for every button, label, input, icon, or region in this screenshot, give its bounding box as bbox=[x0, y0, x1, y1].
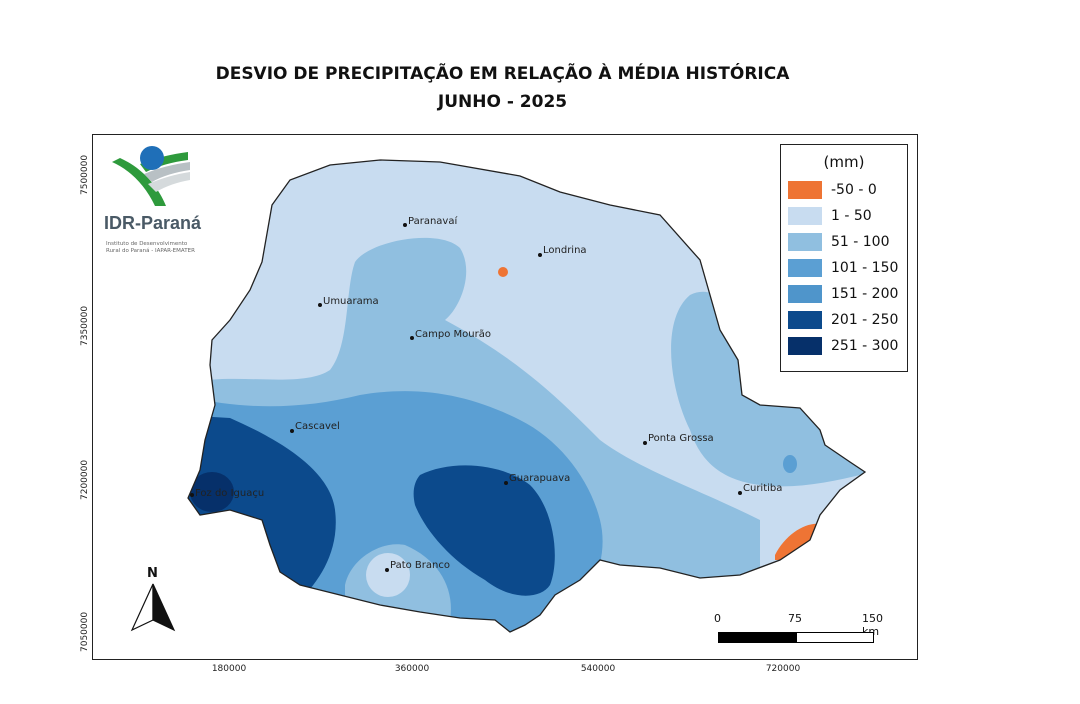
idr-parana-logo: IDR-Paraná Instituto de Desenvolvimento … bbox=[100, 140, 210, 265]
city-label: Foz do Iguaçu bbox=[195, 488, 264, 499]
city-guarapuava: Guarapuava bbox=[504, 473, 570, 485]
zone-1-50-pato-branco bbox=[366, 553, 410, 597]
city-label: Guarapuava bbox=[509, 473, 570, 484]
north-arrow-icon bbox=[130, 583, 176, 632]
legend-item: 201 - 250 bbox=[781, 307, 907, 333]
idr-logo-icon bbox=[112, 146, 190, 206]
city-label: Londrina bbox=[543, 245, 587, 256]
zone-101-150-east-spot bbox=[783, 455, 797, 473]
legend-item: 101 - 150 bbox=[781, 255, 907, 281]
legend-swatch bbox=[788, 207, 822, 225]
city-foz-do-iguacu: Foz do Iguaçu bbox=[190, 488, 264, 499]
logo-subtitle-line: Instituto de Desenvolvimento bbox=[106, 241, 188, 247]
state-boundary bbox=[187, 159, 867, 633]
legend-label: 151 - 200 bbox=[831, 286, 899, 302]
logo-subtitle-line: Rural do Paraná - IAPAR-EMATER bbox=[106, 248, 195, 254]
scale-label: 75 bbox=[788, 612, 802, 625]
legend-title: (mm) bbox=[823, 153, 865, 171]
north-arrow: N bbox=[128, 566, 178, 636]
legend-item: 251 - 300 bbox=[781, 333, 907, 359]
legend-swatch bbox=[788, 337, 822, 355]
city-label: Campo Mourão bbox=[415, 329, 491, 340]
city-umuarama: Umuarama bbox=[318, 296, 379, 307]
scale-segment-white bbox=[796, 632, 874, 643]
city-pato-branco: Pato Branco bbox=[385, 560, 450, 572]
legend-item: 1 - 50 bbox=[781, 203, 907, 229]
legend-label: 201 - 250 bbox=[831, 312, 899, 328]
city-label: Pato Branco bbox=[390, 560, 450, 571]
legend-swatch bbox=[788, 285, 822, 303]
zone-251-300 bbox=[190, 472, 234, 512]
city-cascavel: Cascavel bbox=[290, 421, 340, 433]
city-ponta-grossa: Ponta Grossa bbox=[643, 433, 714, 445]
scale-label: 0 bbox=[714, 612, 721, 625]
legend-swatch bbox=[788, 259, 822, 277]
logo-name: IDR-Paraná bbox=[104, 213, 202, 233]
legend: (mm) -50 - 0 1 - 50 51 - 100 101 - 150 151 -… bbox=[780, 144, 908, 372]
city-label: Cascavel bbox=[295, 421, 340, 432]
legend-item: 151 - 200 bbox=[781, 281, 907, 307]
city-londrina: Londrina bbox=[538, 245, 587, 257]
x-tick-label: 360000 bbox=[394, 664, 430, 674]
logo-subtitle: Instituto de Desenvolvimento Rural do Pa… bbox=[106, 241, 216, 255]
x-tick-label: 540000 bbox=[580, 664, 616, 674]
legend-swatch bbox=[788, 233, 822, 251]
legend-swatch bbox=[788, 181, 822, 199]
city-label: Umuarama bbox=[323, 296, 379, 307]
x-tick-label: 720000 bbox=[765, 664, 801, 674]
legend-item: -50 - 0 bbox=[781, 177, 907, 203]
legend-item: 51 - 100 bbox=[781, 229, 907, 255]
north-label: N bbox=[147, 566, 158, 581]
city-curitiba: Curitiba bbox=[738, 483, 782, 495]
x-tick-label: 180000 bbox=[211, 664, 247, 674]
legend-label: 101 - 150 bbox=[831, 260, 899, 276]
map-subtitle: JUNHO - 2025 bbox=[437, 92, 568, 112]
city-label: Curitiba bbox=[743, 483, 782, 494]
zone-negative-spot bbox=[498, 267, 508, 277]
legend-label: 51 - 100 bbox=[831, 234, 890, 250]
legend-label: 251 - 300 bbox=[831, 338, 899, 354]
city-label: Paranavaí bbox=[408, 215, 458, 227]
city-label: Ponta Grossa bbox=[648, 433, 714, 444]
legend-label: -50 - 0 bbox=[831, 182, 877, 198]
city-paranavai: Paranavaí bbox=[403, 215, 458, 227]
zone-201-250-central bbox=[413, 465, 555, 596]
legend-label: 1 - 50 bbox=[831, 208, 872, 224]
city-campo-mourao: Campo Mourão bbox=[410, 329, 491, 340]
map-frame bbox=[92, 134, 918, 660]
scale-bar: 0 75 150 km bbox=[714, 612, 894, 652]
map-title: DESVIO DE PRECIPITAÇÃO EM RELAÇÃO À MÉDI… bbox=[215, 64, 790, 84]
scale-segment-black bbox=[718, 632, 798, 643]
legend-swatch bbox=[788, 311, 822, 329]
